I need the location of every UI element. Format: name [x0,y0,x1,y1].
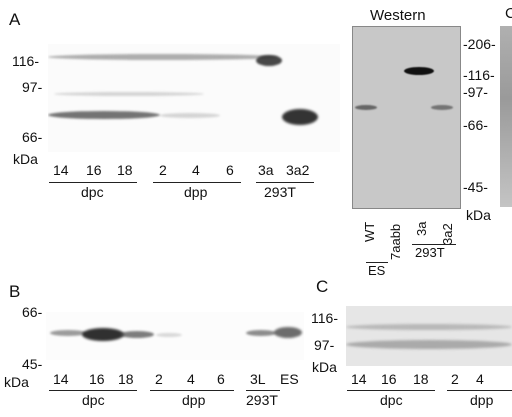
panel-a-lane-18: 18 [117,162,133,178]
western-marker-116: -116- [463,67,495,83]
panel-b-band-3l [246,330,276,336]
western-unit: kDa [466,207,491,223]
panel-c-lane-4: 4 [476,371,484,387]
panel-a-group-dpp: dpp [184,184,208,200]
panel-b-unit: kDa [4,374,29,390]
panel-a-group-293t: 293T [264,184,296,200]
panel-a-lane-2: 2 [159,162,167,178]
panel-b-lane-es: ES [280,371,299,387]
panel-a-group-line-dpc [49,182,137,183]
western-group-line-es [366,262,388,263]
panel-b-band-16 [82,328,124,341]
panel-c-unit: kDa [312,359,337,375]
panel-a-letter: A [9,10,21,29]
panel-a-blot [48,44,340,152]
western-title: Western [370,7,426,24]
panel-c-marker-97: 97- [314,337,335,353]
panel-c-lane-16: 16 [381,371,397,387]
western-lane-wt: WT [362,221,377,242]
panel-b-band-14 [50,330,86,336]
panel-c-lane-2: 2 [451,371,459,387]
panel-b-group-dpp: dpp [182,392,206,408]
western-band-3a2 [431,105,453,110]
panel-c-lane-18: 18 [413,371,429,387]
panel-a-lane-16: 16 [86,162,102,178]
panel-b-marker-45: 45- [22,356,43,372]
panel-a-unit: kDa [13,151,38,167]
panel-b-group-line-dpc [49,390,137,391]
panel-c-group-dpp: dpp [470,392,494,408]
western-group-line-293t [412,244,456,245]
western-lane-3a: 3a [414,221,429,236]
panel-a-lane-6: 6 [226,162,234,178]
panel-c-group-line-dpc [347,390,435,391]
western-band-3a [404,67,434,75]
panel-b-lane-6: 6 [217,371,225,387]
panel-a-band-75 [48,111,160,119]
western-edge-letter: C [505,5,512,22]
panel-a-marker-66: 66- [22,129,43,145]
panel-c-marker-116: 116- [311,310,338,326]
panel-a-lane-3a2: 3a2 [286,162,310,178]
panel-b-lane-2: 2 [155,371,163,387]
western-marker-66: -66- [463,117,488,133]
panel-a-band-116 [48,54,278,60]
panel-c-lane-14: 14 [351,371,367,387]
panel-c-band-upper [346,324,512,330]
western-lane-7aabb: 7aabb [388,223,403,260]
panel-b-lane-16: 16 [89,371,105,387]
panel-b-lane-14: 14 [53,371,69,387]
panel-c-group-dpc: dpc [380,392,403,408]
panel-b-band-18 [120,331,154,338]
western-band-wt [355,105,377,110]
panel-c-band-97 [346,340,512,349]
panel-a-lane-14: 14 [53,162,69,178]
western-group-es: ES [368,263,386,278]
western-marker-45: -45- [463,179,488,195]
panel-b-lane-4: 4 [187,371,195,387]
panel-c-letter: C [316,277,329,296]
western-marker-97: -97- [463,84,488,100]
panel-b-lane-18: 18 [118,371,134,387]
panel-a-marker-116: 116- [12,53,39,69]
panel-b-band-es [274,327,302,338]
panel-a-band-3a2 [282,109,318,125]
panel-b-group-line-dpp [150,390,234,391]
panel-b-band-2 [156,333,182,337]
panel-b-marker-66: 66- [22,304,43,320]
panel-a-band-75-faint [160,113,220,118]
panel-a-lane-4: 4 [192,162,200,178]
panel-a-marker-97: 97- [22,79,43,95]
western-lane-3a2: 3a2 [440,223,455,245]
panel-a-band-3a-116 [256,55,282,66]
panel-a-band-mid [54,92,204,96]
panel-b-lane-3l: 3L [250,371,266,387]
western-marker-206: -206- [463,36,496,52]
panel-a-group-line-293t [256,182,314,183]
panel-a-lane-3a: 3a [258,162,274,178]
panel-c-blot [346,306,512,366]
panel-a-group-dpc: dpc [81,184,104,200]
panel-b-letter: B [9,282,21,301]
panel-a-group-line-dpp [153,182,241,183]
panel-b-blot [46,312,304,360]
panel-b-group-dpc: dpc [82,392,105,408]
panel-b-group-293t: 293T [246,392,278,408]
panel-b-group-line-293t [246,390,280,391]
western-group-293t: 293T [415,245,445,260]
western-coomassie-edge [500,26,512,207]
panel-c-group-line-dpp [447,390,512,391]
western-blot [352,26,461,209]
